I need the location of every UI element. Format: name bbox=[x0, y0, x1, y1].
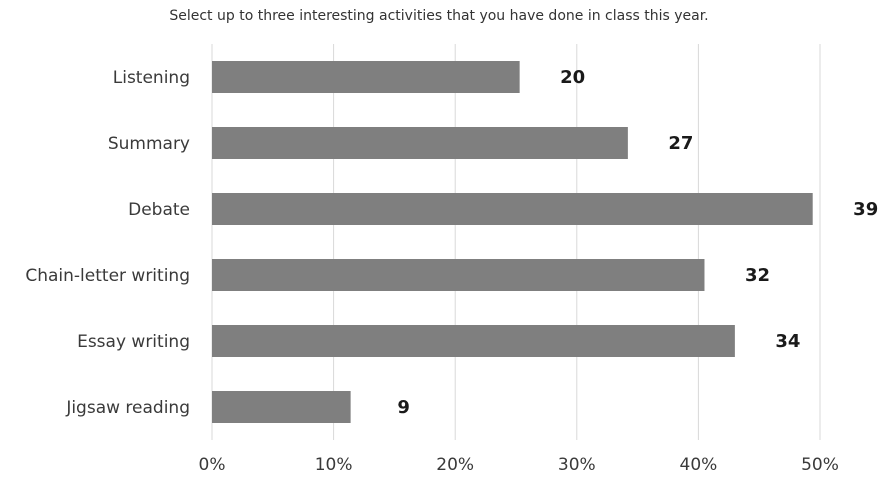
bar bbox=[212, 193, 813, 225]
data-labels: 20 27 39 32 34 9 bbox=[397, 67, 878, 418]
x-tick-label: 30% bbox=[558, 455, 596, 475]
data-label: 32 bbox=[745, 265, 770, 286]
x-tick-label: 10% bbox=[315, 455, 353, 475]
chart-title: Select up to three interesting activitie… bbox=[169, 8, 709, 24]
x-tick-label: 50% bbox=[801, 455, 839, 475]
x-tick-label: 0% bbox=[199, 455, 226, 475]
category-label: Essay writing bbox=[77, 332, 190, 352]
category-label: Listening bbox=[113, 68, 190, 88]
data-label: 9 bbox=[397, 397, 410, 418]
category-label: Chain-letter writing bbox=[25, 266, 190, 286]
bar bbox=[212, 127, 628, 159]
category-label: Jigsaw reading bbox=[65, 398, 190, 418]
data-label: 39 bbox=[853, 199, 878, 220]
data-label: 34 bbox=[775, 331, 800, 352]
bar bbox=[212, 259, 705, 291]
bars bbox=[212, 61, 813, 423]
bar bbox=[212, 325, 735, 357]
category-label: Debate bbox=[128, 200, 190, 220]
data-label: 20 bbox=[560, 67, 585, 88]
bar bbox=[212, 391, 351, 423]
gridlines bbox=[211, 44, 821, 440]
x-tick-label: 20% bbox=[436, 455, 474, 475]
x-tick-label: 40% bbox=[680, 455, 718, 475]
category-labels: Listening Summary Debate Chain-letter writi… bbox=[25, 68, 190, 418]
bar bbox=[212, 61, 520, 93]
x-axis-tick-labels: 0% 10% 20% 30% 40% 50% bbox=[199, 455, 839, 475]
data-label: 27 bbox=[668, 133, 693, 154]
category-label: Summary bbox=[108, 134, 190, 154]
